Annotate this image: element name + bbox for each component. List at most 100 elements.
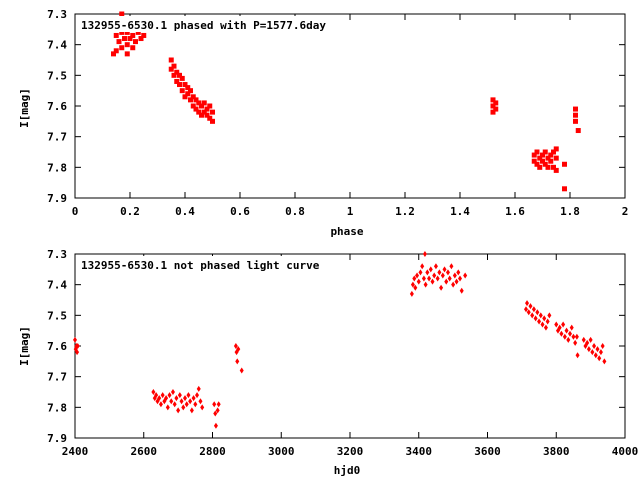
x-tick-label: 0.2 bbox=[120, 205, 140, 218]
data-point bbox=[160, 392, 165, 399]
y-tick-label: 7.3 bbox=[47, 248, 67, 261]
data-point bbox=[458, 275, 462, 282]
data-point bbox=[561, 321, 566, 328]
x-tick-label: 0.8 bbox=[285, 205, 305, 218]
x-tick-label: 2800 bbox=[199, 445, 226, 458]
data-point bbox=[75, 343, 80, 349]
data-point bbox=[171, 63, 177, 69]
data-point bbox=[204, 106, 210, 112]
data-point bbox=[435, 275, 440, 282]
data-point bbox=[198, 398, 203, 405]
plot-frame bbox=[74, 13, 626, 199]
data-point bbox=[575, 352, 580, 359]
data-point bbox=[551, 149, 556, 155]
data-point bbox=[581, 336, 586, 343]
data-point bbox=[542, 149, 548, 155]
data-point bbox=[423, 281, 428, 288]
data-point bbox=[193, 106, 199, 112]
x-axis-label: hjd0 bbox=[334, 464, 361, 477]
data-point bbox=[568, 330, 572, 337]
data-point bbox=[562, 161, 567, 167]
data-point bbox=[459, 287, 464, 294]
data-point bbox=[562, 333, 567, 340]
data-point bbox=[600, 343, 605, 349]
data-point bbox=[602, 358, 607, 365]
x-tick-label: 2600 bbox=[131, 445, 158, 458]
data-point bbox=[207, 115, 213, 121]
data-point bbox=[181, 404, 186, 411]
x-tick-label: 1 bbox=[347, 205, 354, 218]
data-point bbox=[531, 306, 536, 313]
data-point bbox=[185, 85, 191, 91]
x-tick-label: 3600 bbox=[474, 445, 501, 458]
title-background bbox=[78, 256, 336, 272]
data-point bbox=[138, 36, 144, 42]
data-point bbox=[543, 324, 548, 331]
data-point bbox=[193, 401, 198, 408]
data-point bbox=[141, 32, 147, 38]
data-point bbox=[430, 278, 435, 285]
x-tick-label: 3400 bbox=[406, 445, 433, 458]
data-point bbox=[210, 109, 215, 115]
data-point bbox=[493, 106, 499, 112]
data-point bbox=[574, 333, 579, 340]
data-point bbox=[170, 389, 175, 395]
y-tick-label: 7.5 bbox=[47, 69, 67, 82]
data-point bbox=[113, 32, 119, 38]
data-point bbox=[157, 395, 162, 402]
data-point bbox=[167, 392, 172, 399]
x-tick-label: 2400 bbox=[62, 445, 89, 458]
data-point bbox=[122, 36, 127, 42]
data-point bbox=[412, 275, 417, 282]
data-point bbox=[593, 352, 598, 359]
data-points bbox=[111, 11, 581, 192]
data-point bbox=[440, 272, 445, 279]
y-tick-label: 7.4 bbox=[47, 39, 67, 52]
data-point bbox=[433, 263, 438, 270]
data-point bbox=[196, 385, 201, 392]
x-tick-label: 4000 bbox=[612, 445, 639, 458]
data-point bbox=[239, 367, 244, 374]
y-axis-ticks: 7.3 7.4 7.5 7.6 7.7 7.8 7.9 bbox=[47, 8, 625, 205]
phased-light-curve-panel: 0 0.2 0.4 0.6 0.8 1 1.2 1.4 1.6 1.8 2 7.3 7.4 7.5 7.6… bbox=[18, 8, 628, 238]
x-tick-label: 3000 bbox=[268, 445, 295, 458]
y-axis-label: I[mag] bbox=[18, 88, 31, 128]
data-point bbox=[182, 82, 188, 88]
data-point bbox=[451, 281, 456, 288]
y-tick-label: 7.7 bbox=[47, 131, 67, 144]
data-point bbox=[177, 392, 182, 399]
data-point bbox=[172, 401, 177, 408]
data-point bbox=[420, 263, 425, 270]
x-tick-label: 1.4 bbox=[450, 205, 470, 218]
y-tick-label: 7.5 bbox=[47, 309, 67, 322]
data-point bbox=[151, 389, 156, 395]
data-point bbox=[127, 36, 133, 42]
data-point bbox=[564, 327, 569, 334]
data-point bbox=[174, 69, 180, 75]
data-point bbox=[590, 349, 595, 356]
data-point bbox=[557, 324, 562, 331]
x-tick-label: 3200 bbox=[337, 445, 364, 458]
data-point bbox=[493, 100, 499, 106]
data-point bbox=[124, 29, 130, 35]
data-point bbox=[538, 312, 543, 319]
x-tick-label: 2 bbox=[622, 205, 629, 218]
data-point bbox=[528, 303, 533, 310]
x-tick-label: 1.6 bbox=[505, 205, 525, 218]
data-point bbox=[233, 343, 238, 349]
data-point bbox=[185, 91, 191, 97]
data-point bbox=[463, 272, 468, 279]
data-point bbox=[540, 152, 545, 158]
data-point bbox=[119, 29, 125, 35]
data-point bbox=[124, 42, 130, 48]
data-point bbox=[526, 309, 531, 316]
data-point bbox=[193, 97, 199, 103]
data-point bbox=[592, 343, 597, 349]
data-point bbox=[427, 275, 432, 282]
y-axis-ticks: 7.3 7.4 7.5 7.6 7.7 7.8 7.9 bbox=[47, 248, 625, 445]
data-point bbox=[585, 339, 590, 346]
data-point bbox=[75, 349, 80, 356]
data-point bbox=[154, 392, 159, 399]
x-axis-label: phase bbox=[330, 225, 363, 238]
